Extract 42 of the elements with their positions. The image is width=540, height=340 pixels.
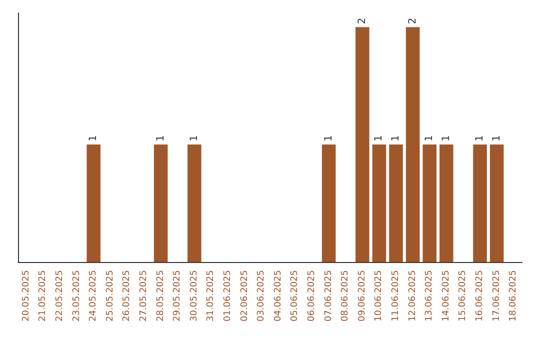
x-tick-label: 17.06.2025 — [492, 270, 502, 322]
data-label: 1 — [440, 135, 452, 142]
x-tick-label: 05.06.2025 — [290, 270, 300, 322]
x-tick-label: 31.05.2025 — [206, 270, 216, 322]
data-label: 1 — [188, 135, 200, 142]
data-label: 1 — [424, 135, 436, 142]
x-tick-label: 13.06.2025 — [424, 270, 435, 322]
x-tick-label: 23.05.2025 — [72, 270, 82, 322]
x-tick-label: 01.06.2025 — [223, 270, 233, 322]
x-tick-label: 14.06.2025 — [441, 270, 452, 322]
data-label: 1 — [88, 135, 100, 142]
x-tick-label: 06.06.2025 — [307, 270, 317, 322]
data-label: 2 — [407, 18, 418, 24]
x-tick-label: 30.05.2025 — [189, 270, 200, 322]
x-tick-label: 21.05.2025 — [38, 270, 48, 322]
x-tick-label: 22.05.2025 — [55, 270, 65, 322]
data-label: 1 — [390, 135, 402, 142]
x-tick-label: 24.05.2025 — [88, 270, 99, 322]
x-tick-label: 10.06.2025 — [374, 270, 384, 322]
x-tick-label: 16.06.2025 — [475, 270, 485, 322]
x-tick-label: 07.06.2025 — [324, 270, 334, 322]
data-label: 1 — [155, 135, 166, 142]
x-tick-label: 04.06.2025 — [273, 270, 284, 322]
data-label: 2 — [356, 18, 368, 24]
x-tick-label: 26.05.2025 — [122, 270, 132, 322]
x-tick-label: 11.06.2025 — [391, 270, 401, 322]
x-tick-label: 18.06.2025 — [508, 270, 519, 322]
x-tick-label: 03.06.2025 — [256, 270, 267, 322]
x-tick-label: 15.06.2025 — [458, 270, 468, 322]
x-tick-label: 25.05.2025 — [105, 270, 116, 322]
data-label: 1 — [491, 135, 502, 142]
x-tick-label: 09.06.2025 — [357, 270, 368, 322]
data-label: 1 — [474, 135, 486, 142]
x-tick-label: 20.05.2025 — [21, 270, 32, 322]
x-tick-label: 12.06.2025 — [408, 270, 418, 322]
x-tick-label: 08.06.2025 — [340, 270, 351, 322]
data-label: 1 — [374, 135, 385, 142]
x-tick-label: 29.05.2025 — [172, 270, 183, 322]
x-tick-label: 27.05.2025 — [139, 270, 149, 322]
data-label: 1 — [323, 135, 334, 142]
x-tick-label: 28.05.2025 — [156, 270, 166, 322]
x-tick-label: 02.06.2025 — [240, 270, 250, 322]
